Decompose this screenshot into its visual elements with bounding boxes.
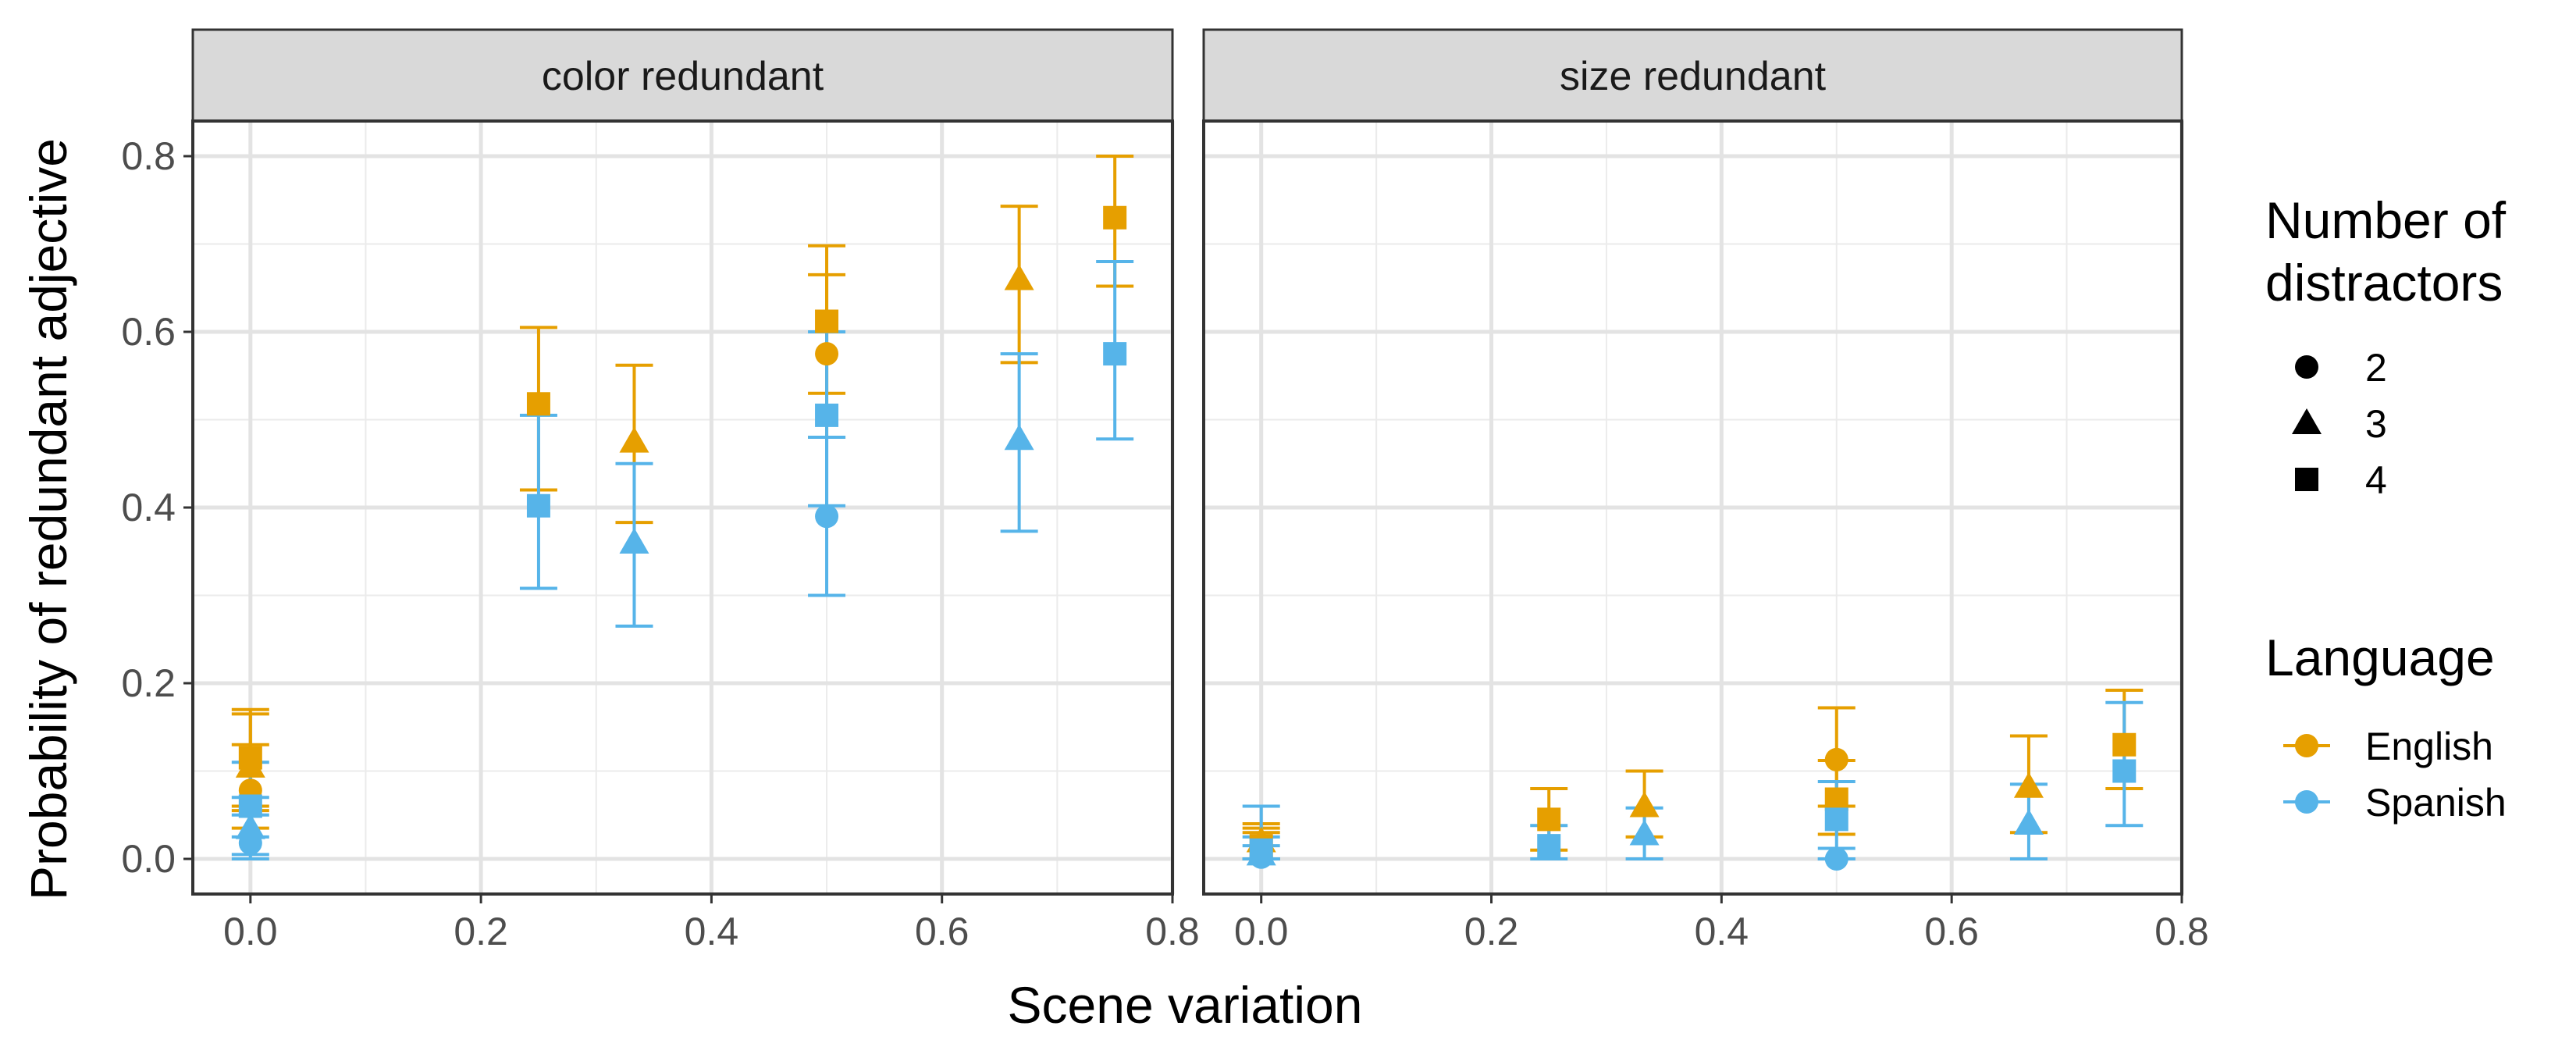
legend-color-title: Language [2265, 629, 2495, 686]
data-point [526, 392, 550, 416]
panel-strip-label: color redundant [542, 54, 824, 99]
legend-shape-key [2295, 468, 2318, 491]
legend: Number of distractors 2 3 4 Language Engli… [2265, 191, 2507, 825]
data-point [815, 309, 839, 333]
x-tick-label: 0.2 [1464, 910, 1519, 953]
data-point [619, 426, 649, 453]
y-tick-label: 0.4 [121, 486, 176, 529]
data-point [2112, 759, 2137, 783]
panel-border [191, 119, 1174, 896]
legend-shape-label: 2 [2365, 346, 2387, 390]
x-tick-label: 0.8 [2154, 910, 2209, 953]
panel-strip [1202, 28, 2183, 123]
data-point [1629, 819, 1660, 846]
legend-color-key-dot [2295, 790, 2318, 814]
data-point [1824, 787, 1848, 811]
data-point [815, 342, 839, 366]
data-point [238, 794, 262, 818]
data-point [619, 528, 649, 554]
data-point [1004, 424, 1034, 451]
data-point [1824, 847, 1848, 871]
legend-color-key-dot [2295, 734, 2318, 757]
data-point [526, 493, 550, 518]
y-tick-label: 0.0 [121, 837, 176, 881]
data-point [1103, 205, 1127, 230]
data-point [1537, 807, 1561, 832]
panel-strip-label: size redundant [1560, 54, 1827, 99]
data-point [815, 403, 839, 427]
data-point [235, 813, 265, 839]
x-tick-label: 0.6 [915, 910, 970, 953]
data-point [1824, 807, 1848, 832]
panel-strip [191, 28, 1174, 123]
y-tick-label: 0.8 [121, 134, 176, 178]
data-point [815, 504, 839, 529]
x-tick-label: 0.4 [1695, 910, 1749, 953]
y-tick-label: 0.2 [121, 661, 176, 705]
data-point [2112, 732, 2137, 757]
data-point [1537, 834, 1561, 858]
data-point [2013, 771, 2044, 798]
panel-2: size redundant 0.0 0.2 0.4 0.6 0.8 [1202, 28, 2209, 953]
legend-shape-entries: 2 3 4 [2292, 346, 2387, 502]
panels-layer: color redundant 0.0 0.2 0.4 0.6 0.8 0.0 0.2 0.4 0… [121, 28, 2209, 953]
legend-shape-key [2295, 355, 2318, 379]
x-axis-title: Scene variation [1008, 976, 1363, 1034]
x-tick-label: 0.8 [1145, 910, 1200, 953]
x-tick-label: 0.0 [1234, 910, 1289, 953]
legend-shape-key [2292, 408, 2322, 434]
data-point [1249, 838, 1273, 862]
data-point [1103, 342, 1127, 366]
data-point [1004, 264, 1034, 290]
legend-shape-title-line1: Number of [2265, 191, 2507, 249]
legend-shape-label: 4 [2365, 458, 2387, 502]
x-tick-label: 0.0 [223, 910, 278, 953]
panel-1: color redundant 0.0 0.2 0.4 0.6 0.8 0.0 0.2 0.4 0… [121, 28, 1200, 953]
x-tick-label: 0.4 [685, 910, 739, 953]
y-tick-label: 0.6 [121, 310, 176, 354]
legend-color-label: Spanish [2365, 781, 2507, 825]
x-tick-label: 0.2 [454, 910, 508, 953]
data-point [2013, 809, 2044, 835]
panel-border [1202, 119, 2183, 896]
x-tick-label: 0.6 [1924, 910, 1979, 953]
data-point [1824, 747, 1848, 771]
legend-color-label: English [2365, 725, 2493, 768]
data-point [238, 746, 262, 770]
legend-shape-title-line2: distractors [2265, 254, 2503, 312]
data-point [1629, 791, 1660, 818]
legend-color-entries: English Spanish [2283, 725, 2507, 825]
legend-shape-label: 3 [2365, 402, 2387, 446]
y-axis-title: Probability of redundant adjective [20, 138, 77, 900]
